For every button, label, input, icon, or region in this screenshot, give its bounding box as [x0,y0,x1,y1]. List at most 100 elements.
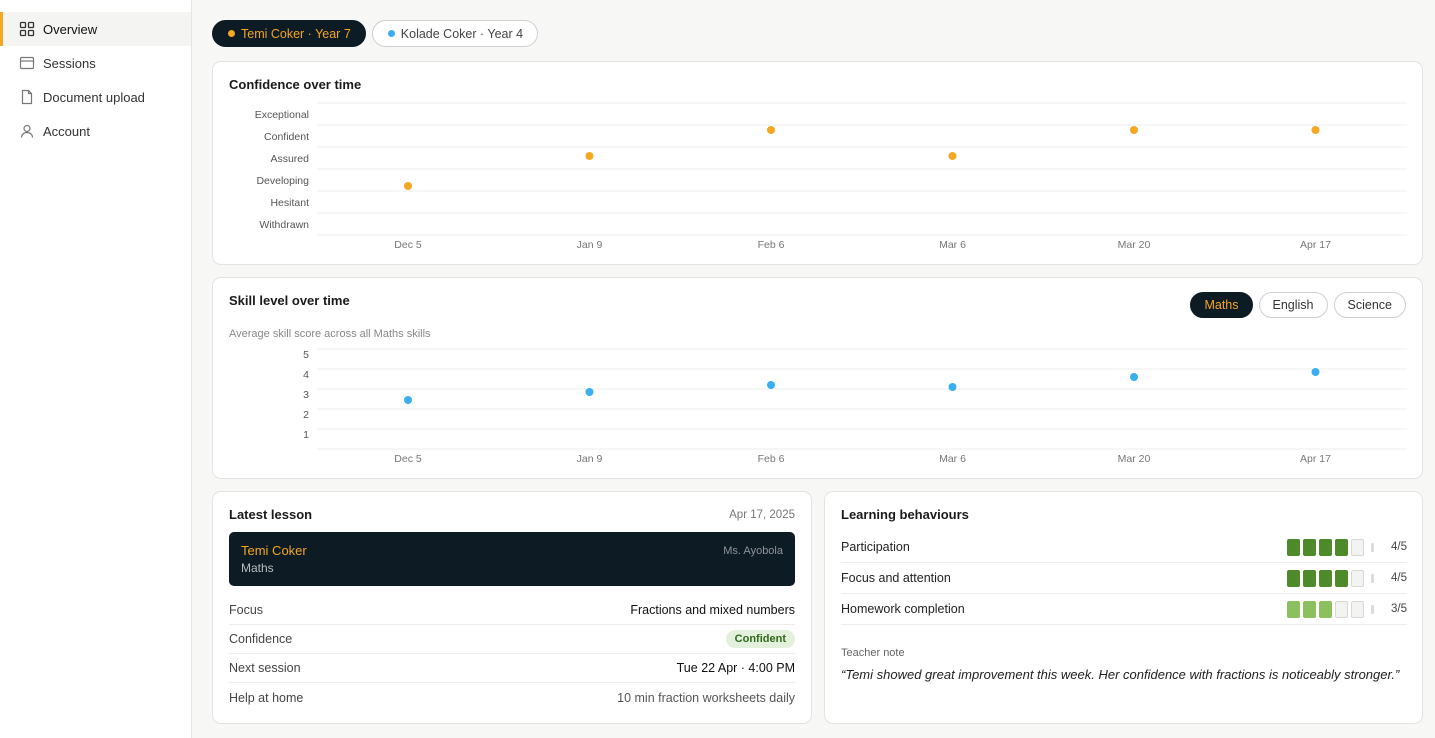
data-point [767,381,775,389]
y-tick-label: Confident [264,131,309,143]
user-icon [19,123,35,139]
learning-behaviours-card: Learning behaviours Participation 4/5 Focu… [824,491,1423,724]
subject-tab-maths[interactable]: Maths [1190,292,1253,318]
sidebar: Overview Sessions Document upload Accoun… [0,0,192,738]
subject-tab-english[interactable]: English [1258,292,1328,318]
lesson-teacher: Ms. Ayobola [723,545,783,557]
rating-bar-filled [1335,569,1348,587]
sidebar-item-label: Sessions [43,55,96,71]
behaviour-label: Homework completion [841,602,965,616]
detail-key: Focus [229,603,264,617]
skill-chart: 1 2 3 4 5 Dec 5 Jan 9 Feb 6 Mar 6 Mar 20 Apr 17 [303,348,1407,465]
student-chip-temi[interactable]: Temi Coker · Year 7 [212,20,366,47]
data-point [767,126,775,134]
y-tick-label: 5 [303,349,309,361]
data-point [404,182,412,190]
data-point [1130,373,1138,381]
detail-row-confidence: Confidence Confident [229,625,795,654]
rating-bar-filled [1319,600,1332,618]
sidebar-item-label: Document upload [43,89,145,105]
rating-bar-empty [1351,569,1364,587]
x-tick-label: Feb 6 [758,239,785,251]
skill-card: Skill level over time Maths English Scie… [212,277,1423,479]
teacher-note-label: Teacher note [841,647,905,659]
behaviour-row: Homework completion 3/5 [841,594,1407,625]
detail-key: Confidence [229,632,293,646]
document-icon [19,89,35,105]
student-chip-label: Temi Coker · Year 7 [241,26,351,41]
data-point [948,152,957,160]
subject-filter: Maths English Science [1190,292,1406,318]
lesson-student-name: Temi Coker [241,543,307,558]
sidebar-item-account[interactable]: Account [0,114,191,148]
sidebar-item-label: Overview [43,21,98,37]
rating-bar-filled [1335,538,1348,556]
confidence-chart: Exceptional Confident Assured Developing Hes… [255,102,1407,251]
rating-bar-filled [1319,569,1332,587]
detail-row-focus: Focus Fractions and mixed numbers [229,596,795,625]
grid-icon [19,21,35,37]
y-tick-label: Withdrawn [259,219,309,231]
x-tick-label: Mar 20 [1118,453,1151,465]
rating-bar-empty [1335,600,1348,618]
sidebar-item-overview[interactable]: Overview [0,12,191,46]
subject-tab-science[interactable]: Science [1333,292,1406,318]
behaviour-score: 3/5 [1391,603,1407,615]
student-color-dot [387,30,395,37]
rating-bar-filled [1287,538,1300,556]
confidence-card: Confidence over time Exceptional Confiden… [212,61,1423,265]
card-title: Latest lesson [229,507,313,522]
rating-marker [1371,542,1374,552]
sidebar-item-sessions[interactable]: Sessions [0,46,191,80]
card-title: Skill level over time [229,293,350,308]
x-tick-label: Dec 5 [394,453,422,465]
y-tick-label: 3 [303,389,309,401]
card-title: Confidence over time [229,77,362,92]
behaviour-label: Participation [841,540,910,554]
x-tick-label: Apr 17 [1300,239,1331,251]
latest-lesson-card: Latest lesson Apr 17, 2025 Temi Coker Ma… [212,491,812,724]
detail-key: Help at home [229,690,304,705]
detail-value: 10 min fraction worksheets daily [617,690,795,705]
detail-key: Next session [229,661,301,675]
y-tick-label: 4 [303,369,309,381]
behaviour-score: 4/5 [1391,541,1407,553]
lesson-date: Apr 17, 2025 [729,509,795,521]
data-point [585,152,594,160]
rating-bar-filled [1303,569,1316,587]
x-tick-label: Dec 5 [394,239,422,251]
detail-value: Fractions and mixed numbers [630,603,795,617]
y-tick-label: Exceptional [255,109,309,121]
x-tick-label: Feb 6 [758,453,785,465]
confidence-badge: Confident [725,630,795,648]
sidebar-item-label: Account [43,123,90,139]
y-tick-label: Assured [270,153,309,165]
chart-subtitle: Average skill score across all Maths ski… [229,328,431,340]
behaviour-label: Focus and attention [841,571,951,585]
detail-row-next-session: Next session Tue 22 Apr · 4:00 PM [229,654,795,683]
detail-value: Tue 22 Apr · 4:00 PM [676,661,795,675]
rating-bar-filled [1303,600,1316,618]
data-point [404,396,412,404]
y-tick-label: 1 [303,429,309,441]
y-tick-label: 2 [303,409,309,421]
rating-marker [1371,573,1374,583]
x-tick-label: Mar 6 [939,239,966,251]
y-tick-label: Hesitant [270,197,309,209]
calendar-icon [19,55,35,71]
x-tick-label: Jan 9 [577,239,603,251]
student-chip-kolade[interactable]: Kolade Coker · Year 4 [371,20,539,47]
sidebar-item-document-upload[interactable]: Document upload [0,80,191,114]
lesson-subject: Maths [241,561,274,575]
rating-bar-filled [1319,538,1332,556]
behaviour-row: Participation 4/5 [841,532,1407,563]
data-point [1311,126,1320,134]
x-tick-label: Mar 20 [1118,239,1151,251]
rating-bars [1287,600,1364,618]
student-chip-label: Kolade Coker · Year 4 [400,26,524,41]
y-tick-label: Developing [256,175,309,187]
rating-bar-filled [1303,538,1316,556]
teacher-note: “Temi showed great improvement this week… [841,667,1400,682]
behaviour-row: Focus and attention 4/5 [841,563,1407,594]
rating-bar-empty [1351,600,1364,618]
